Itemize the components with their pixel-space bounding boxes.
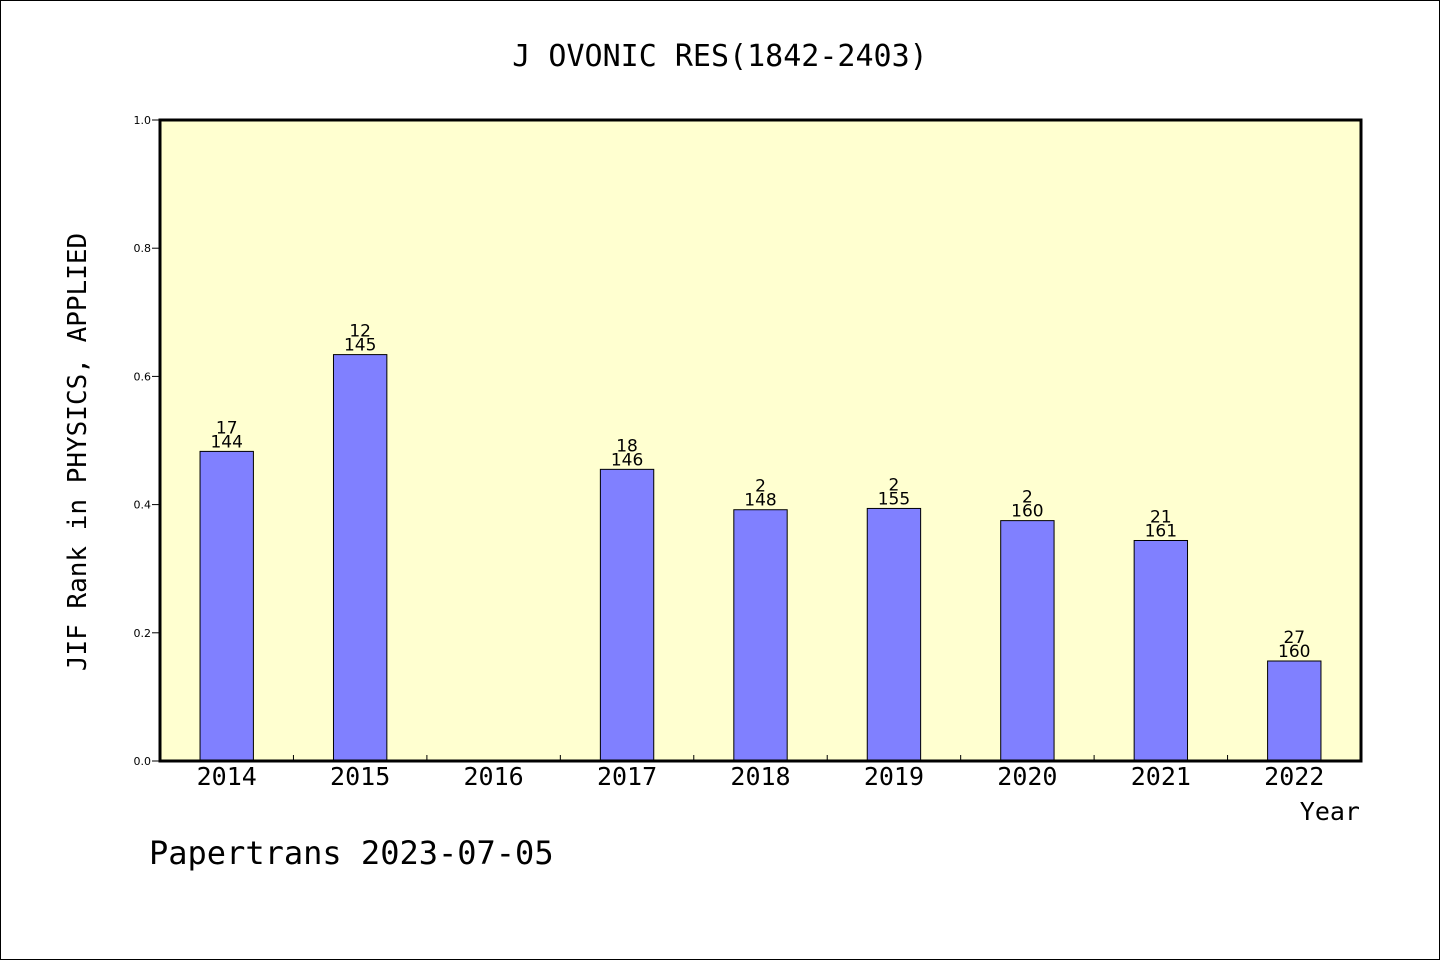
bar-total-label: 155 bbox=[878, 489, 910, 509]
bar-rank-label: 21 bbox=[1150, 507, 1172, 527]
x-tick-label: 2022 bbox=[1264, 762, 1324, 791]
y-axis: 0.0 0.2 0.4 0.6 0.8 1.0 bbox=[134, 114, 160, 768]
x-tick-label: 2020 bbox=[997, 762, 1057, 791]
x-tick-label: 2018 bbox=[730, 762, 790, 791]
watermark-text: Papertrans 2023-07-05 bbox=[149, 834, 554, 872]
x-tick-label: 2014 bbox=[197, 762, 257, 791]
y-tick-label: 0.2 bbox=[134, 627, 152, 640]
bar-rank-label: 27 bbox=[1283, 628, 1305, 648]
bar-rank-label: 2 bbox=[1022, 488, 1033, 508]
y-tick-label: 0.0 bbox=[134, 755, 152, 768]
chart-title: J OVONIC RES(1842-2403) bbox=[512, 39, 927, 74]
x-axis: 2014 2015 2016 2017 2018 2019 2020 2021 2022 bbox=[197, 755, 1324, 791]
x-axis-label: Year bbox=[1300, 797, 1360, 826]
bar-rank-label: 12 bbox=[349, 322, 371, 342]
bar bbox=[1267, 660, 1322, 762]
x-tick-label: 2019 bbox=[864, 762, 924, 791]
bar bbox=[733, 509, 788, 762]
bar bbox=[199, 450, 254, 762]
x-tick-label: 2016 bbox=[464, 762, 524, 791]
bar-rank-label: 17 bbox=[216, 418, 238, 438]
bars-group bbox=[199, 354, 1322, 762]
bar-total-label: 161 bbox=[1145, 521, 1177, 541]
y-tick-label: 1.0 bbox=[134, 114, 152, 127]
x-tick-label: 2015 bbox=[330, 762, 390, 791]
x-tick-label: 2021 bbox=[1131, 762, 1191, 791]
bar-rank-label: 2 bbox=[889, 475, 900, 495]
y-axis-label: JIF Rank in PHYSICS, APPLIED bbox=[63, 233, 93, 671]
plot-border bbox=[158, 118, 1363, 763]
bar-rank-label: 2 bbox=[755, 477, 766, 497]
bar bbox=[1133, 539, 1189, 762]
y-tick-label: 0.4 bbox=[134, 499, 152, 512]
bar bbox=[866, 507, 922, 762]
bar-total-label: 144 bbox=[210, 432, 242, 452]
bar bbox=[1000, 520, 1055, 762]
bar-total-label: 160 bbox=[1011, 502, 1043, 522]
y-tick-label: 0.6 bbox=[134, 370, 152, 383]
bar-total-label: 160 bbox=[1278, 642, 1310, 662]
bar-total-label: 148 bbox=[744, 491, 776, 511]
bar-total-label: 145 bbox=[344, 336, 376, 356]
x-tick-label: 2017 bbox=[597, 762, 657, 791]
y-tick-label: 0.8 bbox=[134, 242, 152, 255]
bar-total-label: 146 bbox=[611, 450, 643, 470]
bar bbox=[332, 354, 388, 762]
bar bbox=[599, 468, 655, 762]
bar-rank-label: 18 bbox=[616, 436, 638, 456]
